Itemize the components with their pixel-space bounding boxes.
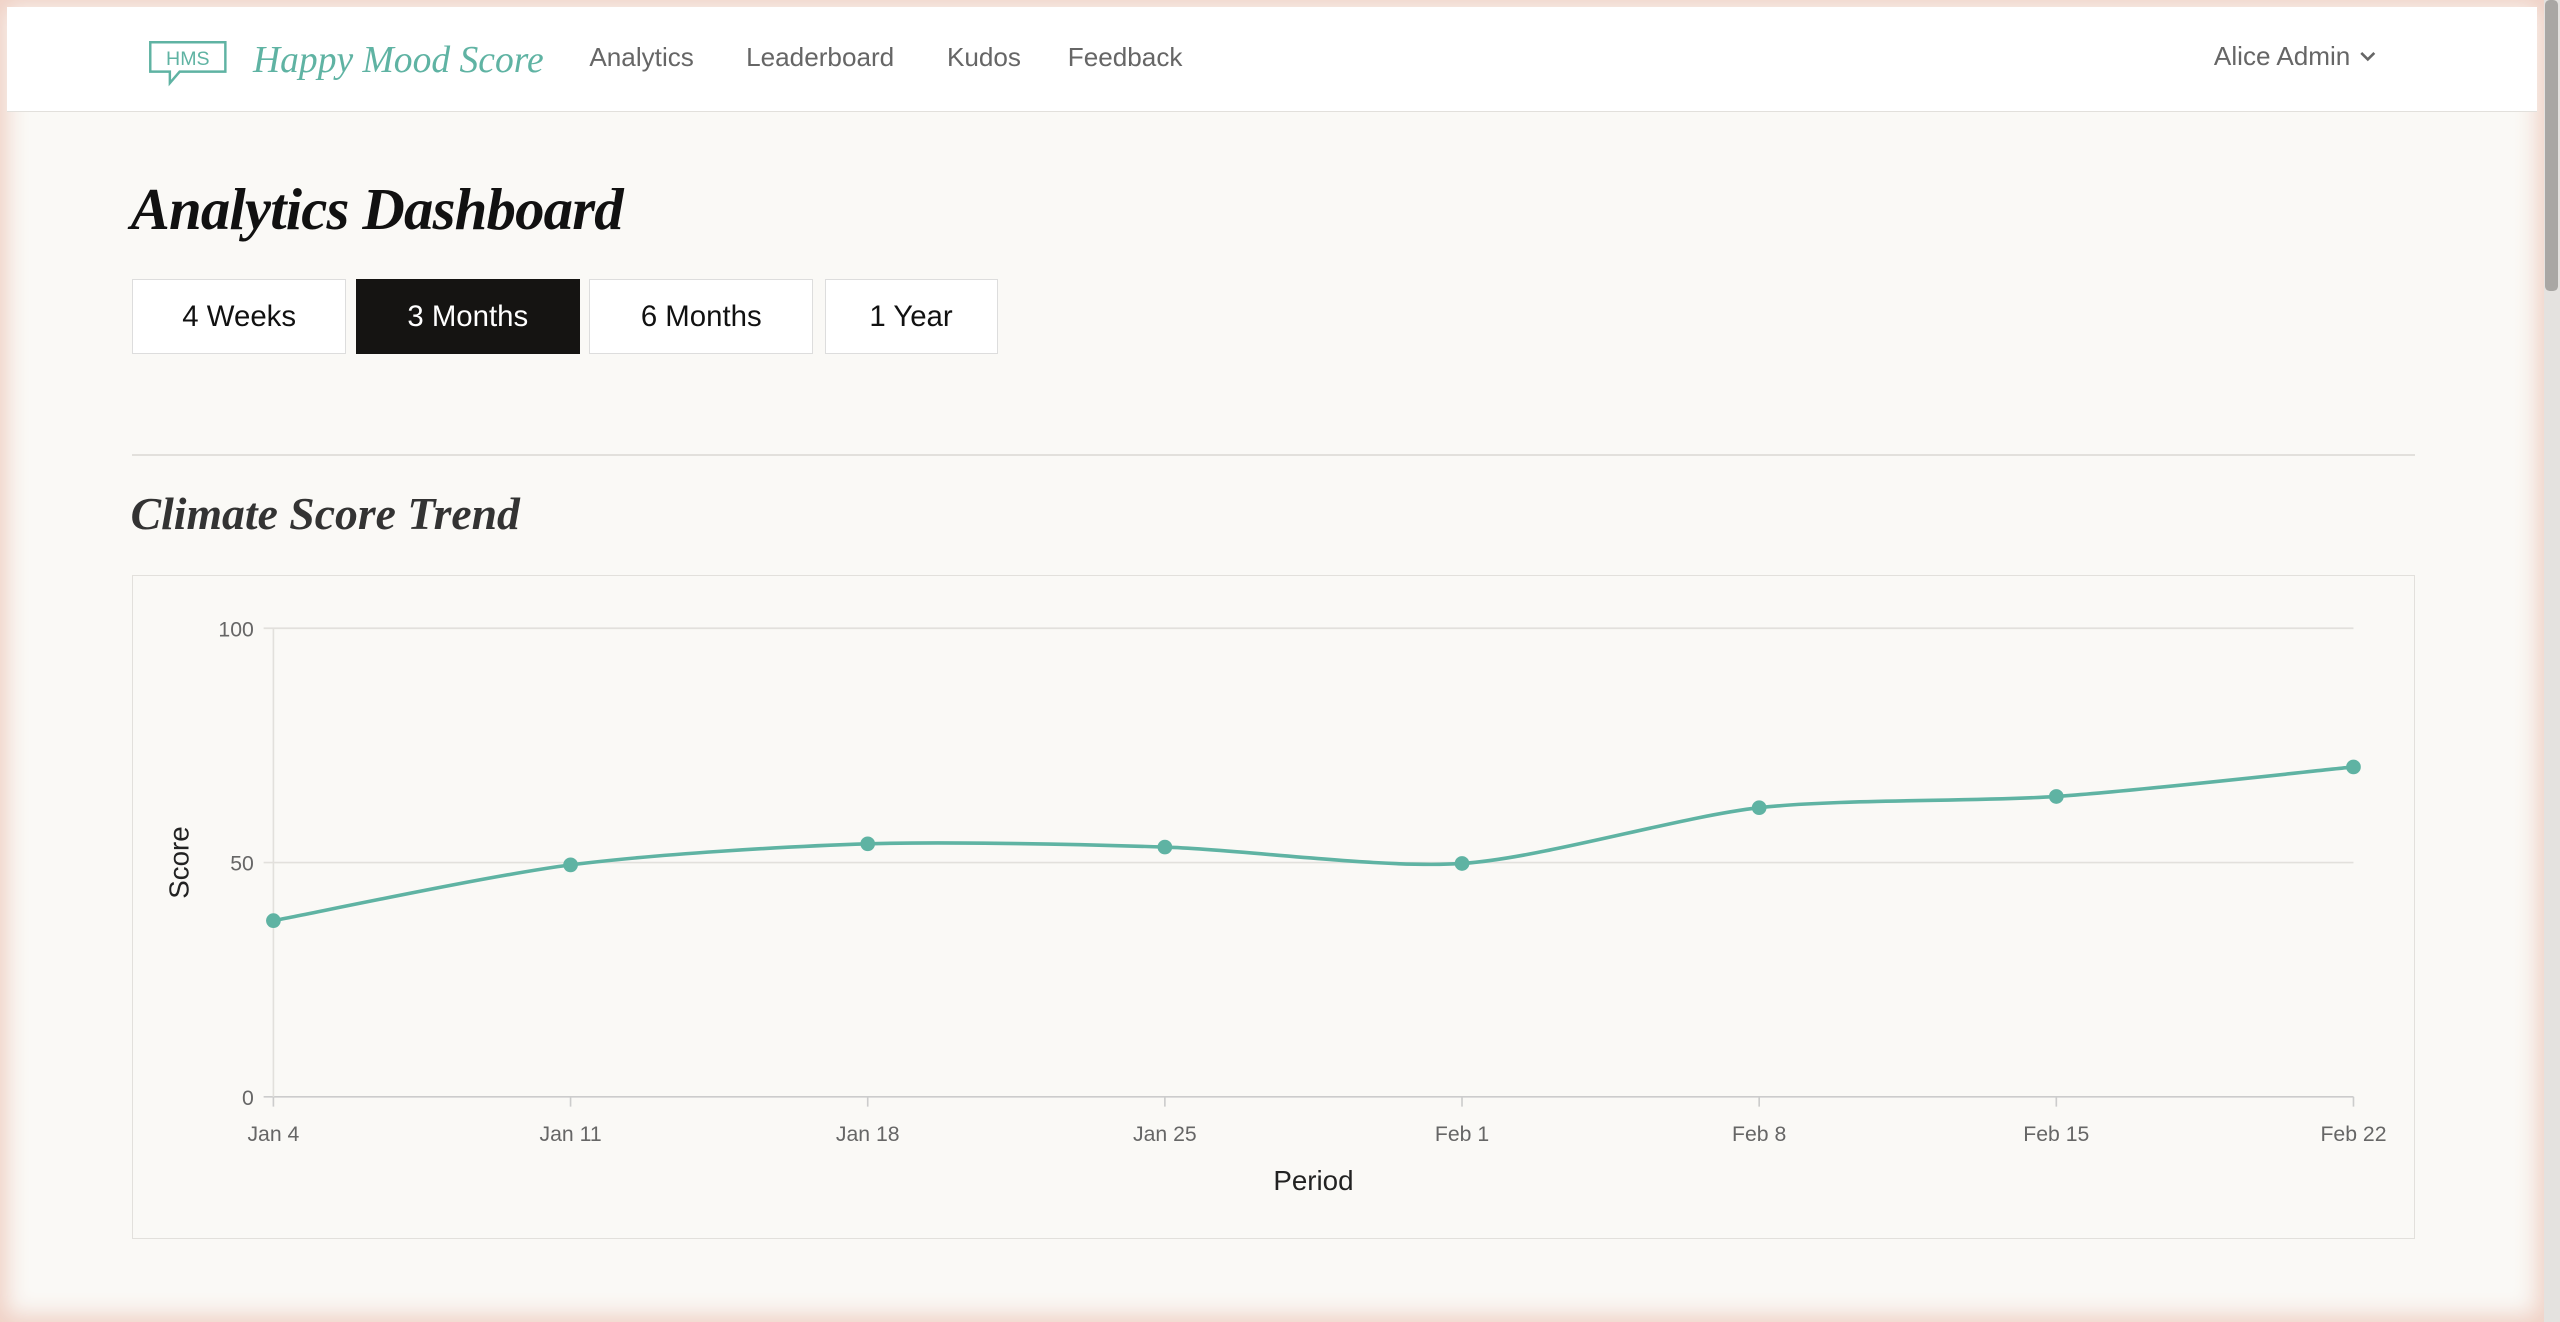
- chart-card: 0 50 100 Jan 4 Jan 11 Jan 18 Jan 25 Feb 1 Feb 8 F…: [132, 574, 2415, 1240]
- data-point: [1157, 839, 1173, 855]
- divider: [132, 453, 2415, 456]
- brand-name[interactable]: Happy Mood Score: [253, 40, 544, 82]
- x-tick-label: Jan 25: [1133, 1123, 1197, 1146]
- range-1-year-button[interactable]: 1 Year: [824, 279, 998, 355]
- range-4-weeks-button[interactable]: 4 Weeks: [132, 279, 347, 355]
- user-menu[interactable]: Alice Admin: [2214, 41, 2377, 72]
- top-nav: HMS Happy Mood Score Analytics Leaderboa…: [6, 6, 2538, 112]
- y-tick-label: 50: [230, 852, 254, 875]
- data-point: [1752, 800, 1767, 815]
- y-tick-label: 0: [242, 1087, 254, 1110]
- data-point: [1454, 855, 1470, 871]
- x-tick-label: Feb 22: [2321, 1123, 2387, 1146]
- nav-leaderboard[interactable]: Leaderboard: [746, 42, 895, 73]
- data-point: [266, 912, 281, 928]
- page-title: Analytics Dashboard: [130, 177, 624, 243]
- x-tick-label: Jan 4: [248, 1123, 300, 1146]
- chevron-down-icon: [2359, 52, 2375, 62]
- section-title: Climate Score Trend: [130, 487, 520, 539]
- y-axis-label: Score: [164, 826, 195, 899]
- y-tick-label: 100: [219, 618, 254, 641]
- range-6-months-button[interactable]: 6 Months: [589, 279, 814, 355]
- x-axis-label: Period: [1274, 1165, 1354, 1196]
- x-tick-label: Jan 18: [836, 1123, 900, 1146]
- climate-score-chart: 0 50 100 Jan 4 Jan 11 Jan 18 Jan 25 Feb 1 Feb 8 F…: [164, 618, 2387, 1196]
- scrollbar[interactable]: [2543, 0, 2560, 1322]
- data-point: [2346, 759, 2362, 774]
- hms-logo-icon[interactable]: HMS: [147, 39, 232, 88]
- x-tick-label: Feb 8: [1732, 1123, 1786, 1146]
- svg-text:HMS: HMS: [166, 48, 210, 70]
- score-line: [273, 764, 2354, 923]
- nav-analytics[interactable]: Analytics: [589, 42, 694, 73]
- scrollbar-thumb[interactable]: [2545, 0, 2559, 291]
- nav-feedback[interactable]: Feedback: [1067, 42, 1183, 73]
- data-point: [860, 836, 876, 851]
- data-point: [2049, 788, 2064, 804]
- range-3-months-button[interactable]: 3 Months: [355, 279, 580, 355]
- user-name: Alice Admin: [2213, 40, 2351, 71]
- nav-kudos[interactable]: Kudos: [946, 42, 1021, 73]
- data-point: [563, 857, 579, 872]
- x-tick-label: Feb 1: [1435, 1123, 1489, 1146]
- x-tick-label: Feb 15: [2024, 1123, 2090, 1146]
- x-tick-label: Jan 11: [540, 1123, 602, 1146]
